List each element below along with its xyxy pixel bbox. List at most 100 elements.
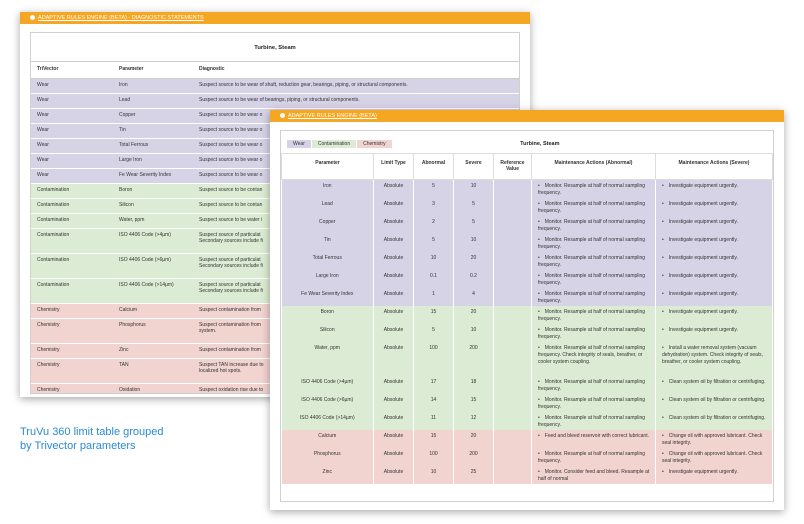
diagnostic-text: Suspect source to be wear o bbox=[199, 157, 263, 163]
abnormal-cell: 0.1 bbox=[413, 269, 454, 288]
reference-value-cell bbox=[493, 287, 532, 306]
parameter-cell: Silicon bbox=[113, 198, 193, 214]
parameter-cell: Oxidation bbox=[113, 383, 193, 393]
severe-cell: 0.2 bbox=[453, 269, 494, 288]
diagnostic-text: Suspect source of particulat bbox=[199, 257, 261, 263]
actions-abnormal-cell: Monitor. Resample at half of normal samp… bbox=[531, 197, 656, 216]
actions-abnormal-cell: Monitor. Resample at half of normal samp… bbox=[531, 305, 656, 324]
trivector-cell: Chemistry bbox=[31, 383, 113, 393]
actions-abnormal-cell: Monitor. Resample at half of normal samp… bbox=[531, 393, 656, 412]
column-header-actions-abnormal: Maintenance Actions (Abnormal) bbox=[531, 153, 656, 180]
action-text: Investigate equipment urgently. bbox=[662, 237, 738, 243]
limits-panel-title[interactable]: ADAPTIVE RULES ENGINE (BETA) bbox=[288, 113, 377, 119]
parameter-cell: Large Iron bbox=[281, 269, 374, 288]
abnormal-cell: 10 bbox=[413, 465, 454, 484]
action-text: Monitor. Resample at half of normal samp… bbox=[538, 415, 645, 428]
abnormal-cell: 5 bbox=[413, 179, 454, 198]
action-text: Install a water removal system (vacuum d… bbox=[662, 345, 763, 365]
action-text: Monitor. Resample at half of normal samp… bbox=[538, 379, 645, 392]
action-text: Monitor. Resample at half of normal samp… bbox=[538, 291, 645, 304]
actions-severe-cell: Investigate equipment urgently. bbox=[655, 179, 773, 198]
diagnostic-cell: Suspect source to be wear of shaft, redu… bbox=[193, 78, 519, 94]
severe-cell: 5 bbox=[453, 197, 494, 216]
trivector-cell: Contamination bbox=[31, 198, 113, 214]
abnormal-cell: 17 bbox=[413, 375, 454, 394]
severe-cell: 5 bbox=[453, 215, 494, 234]
severe-cell: 20 bbox=[453, 251, 494, 270]
actions-severe-cell: Investigate equipment urgently. bbox=[655, 251, 773, 270]
action-text: Investigate equipment urgently. bbox=[662, 201, 738, 207]
parameter-cell: Copper bbox=[281, 215, 374, 234]
diagnostic-text: Suspect contamination from bbox=[199, 307, 261, 313]
diagnostic-text: Suspect source to be wear o bbox=[199, 172, 263, 178]
limit-type-cell: Absolute bbox=[373, 341, 414, 376]
parameter-cell: Calcium bbox=[113, 303, 193, 319]
diagnostic-text: Suspect TAN increase due to bbox=[199, 362, 264, 368]
column-header-parameter: Parameter bbox=[113, 61, 193, 79]
parameter-cell: Iron bbox=[113, 78, 193, 94]
trivector-cell: Chemistry bbox=[31, 343, 113, 359]
diagnostic-panel-title-bar[interactable]: ADAPTIVE RULES ENGINE (BETA) - DIAGNOSTI… bbox=[20, 12, 530, 24]
parameter-cell: ISO 4406 Code (>6µm) bbox=[113, 253, 193, 279]
abnormal-cell: 5 bbox=[413, 233, 454, 252]
severe-cell: 18 bbox=[453, 375, 494, 394]
actions-abnormal-cell: Monitor. Resample at half of normal samp… bbox=[531, 447, 656, 466]
action-text: Investigate equipment urgently. bbox=[662, 291, 738, 297]
trivector-cell: Wear bbox=[31, 108, 113, 124]
action-text: Change oil with approved lubricant. Chec… bbox=[662, 451, 762, 464]
abnormal-cell: 15 bbox=[413, 429, 454, 448]
severe-cell: 4 bbox=[453, 287, 494, 306]
parameter-cell: Total Ferrous bbox=[113, 138, 193, 154]
action-text: Monitor. Resample at half of normal samp… bbox=[538, 237, 645, 250]
figure-caption: TruVu 360 limit table grouped by Trivect… bbox=[20, 425, 220, 453]
abnormal-cell: 11 bbox=[413, 411, 454, 430]
parameter-cell: Zinc bbox=[281, 465, 374, 484]
trivector-cell: Chemistry bbox=[31, 303, 113, 319]
parameter-cell: Tin bbox=[281, 233, 374, 252]
info-icon bbox=[280, 113, 285, 119]
limit-type-cell: Absolute bbox=[373, 429, 414, 448]
trivector-cell: Wear bbox=[31, 123, 113, 139]
column-header-parameter: Parameter bbox=[281, 153, 374, 180]
parameter-cell: Fe Wear Severity Index bbox=[281, 287, 374, 306]
parameter-cell: Boron bbox=[281, 305, 374, 324]
actions-severe-cell: Investigate equipment urgently. bbox=[655, 465, 773, 484]
reference-value-cell bbox=[493, 341, 532, 376]
trivector-cell: Wear bbox=[31, 153, 113, 169]
limit-type-cell: Absolute bbox=[373, 197, 414, 216]
severe-cell: 25 bbox=[453, 465, 494, 484]
limits-panel-title-bar[interactable]: ADAPTIVE RULES ENGINE (BETA) bbox=[270, 110, 784, 122]
diagnostic-text-line-2: localized hot spots. bbox=[199, 368, 242, 374]
actions-abnormal-cell: Monitor. Resample at half of normal samp… bbox=[531, 251, 656, 270]
parameter-cell: ISO 4406 Code (>14µm) bbox=[281, 411, 374, 430]
limit-type-cell: Absolute bbox=[373, 269, 414, 288]
severe-cell: 20 bbox=[453, 429, 494, 448]
action-text: Investigate equipment urgently. bbox=[662, 273, 738, 279]
table-row: Wear Iron Suspect source to be wear of sha… bbox=[31, 78, 519, 94]
reference-value-cell bbox=[493, 197, 532, 216]
parameter-cell: ISO 4406 Code (>6µm) bbox=[281, 393, 374, 412]
severe-cell: 20 bbox=[453, 305, 494, 324]
caption-line-2: by Trivector parameters bbox=[20, 440, 136, 452]
diagnostic-panel-title[interactable]: ADAPTIVE RULES ENGINE (BETA) - DIAGNOSTI… bbox=[38, 15, 204, 21]
action-text: Feed and bleed reservoir with correct lu… bbox=[538, 433, 649, 439]
diagnostic-text: Suspect source to be contan bbox=[199, 202, 263, 208]
diagnostic-text: Suspect source to be contan bbox=[199, 187, 263, 193]
reference-value-cell bbox=[493, 429, 532, 448]
parameter-cell: ISO 4406 Code (>4µm) bbox=[281, 375, 374, 394]
trivector-cell: Contamination bbox=[31, 253, 113, 279]
actions-abnormal-cell: Monitor. Resample at half of normal samp… bbox=[531, 375, 656, 394]
parameter-cell: Water, ppm bbox=[113, 213, 193, 229]
actions-severe-cell: Change oil with approved lubricant. Chec… bbox=[655, 429, 773, 448]
reference-value-cell bbox=[493, 375, 532, 394]
trivector-cell: Chemistry bbox=[31, 358, 113, 384]
reference-value-cell bbox=[493, 305, 532, 324]
column-header-severe: Severe bbox=[453, 153, 494, 180]
limit-type-cell: Absolute bbox=[373, 179, 414, 198]
limit-type-cell: Absolute bbox=[373, 233, 414, 252]
action-text: Monitor. Resample at half of normal samp… bbox=[538, 255, 645, 268]
legend-row: Wear Contamination Chemistry Turbine, St… bbox=[281, 131, 773, 149]
